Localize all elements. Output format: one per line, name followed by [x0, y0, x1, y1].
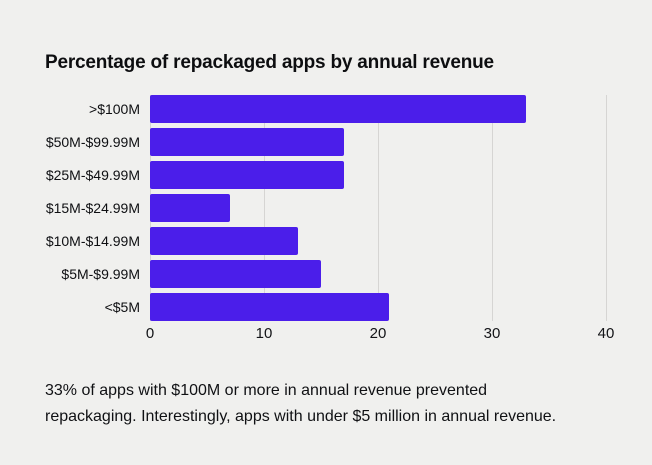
- bar: [150, 293, 390, 321]
- category-label: $10M-$14.99M: [45, 233, 140, 249]
- chart-row: $50M-$99.99M: [0, 128, 652, 156]
- x-axis: 0 10 20 30 40: [0, 321, 652, 345]
- gridline: [378, 95, 379, 321]
- x-axis-tick-label: 40: [597, 325, 615, 342]
- caption-line-1: 33% of apps with $100M or more in annual…: [45, 382, 488, 399]
- chart-row: $5M-$9.99M: [0, 260, 652, 288]
- gridline: [492, 95, 493, 321]
- gridline: [606, 95, 607, 321]
- x-axis-tick-label: 0: [145, 325, 155, 342]
- chart-title: Percentage of repackaged apps by annual …: [45, 52, 494, 73]
- bar: [150, 95, 527, 123]
- x-axis-tick-label: 30: [483, 325, 501, 342]
- bar-chart: >$100M $50M-$99.99M $25M-$49.99M $15M-$24.9…: [0, 95, 652, 342]
- bar: [150, 161, 344, 189]
- chart-row: $15M-$24.99M: [0, 194, 652, 222]
- category-label: $50M-$99.99M: [45, 134, 140, 150]
- category-label: <$5M: [104, 299, 140, 315]
- bar: [150, 194, 230, 222]
- chart-row: $25M-$49.99M: [0, 161, 652, 189]
- gridline: [264, 95, 265, 321]
- x-axis-tick-label: 20: [369, 325, 387, 342]
- chart-rows: >$100M $50M-$99.99M $25M-$49.99M $15M-$24.9…: [0, 95, 652, 321]
- bar: [150, 227, 299, 255]
- bar: [150, 128, 344, 156]
- category-label: $5M-$9.99M: [61, 266, 140, 282]
- chart-row: >$100M: [0, 95, 652, 123]
- chart-row: <$5M: [0, 293, 652, 321]
- category-label: $25M-$49.99M: [45, 167, 140, 183]
- x-axis-tick-label: 10: [255, 325, 273, 342]
- category-label: >$100M: [89, 101, 140, 117]
- caption: 33% of apps with $100M or more in annual…: [45, 378, 625, 430]
- caption-line-2: repackaging. Interestingly, apps with un…: [45, 408, 557, 425]
- chart-row: $10M-$14.99M: [0, 227, 652, 255]
- bar: [150, 260, 321, 288]
- category-label: $15M-$24.99M: [45, 200, 140, 216]
